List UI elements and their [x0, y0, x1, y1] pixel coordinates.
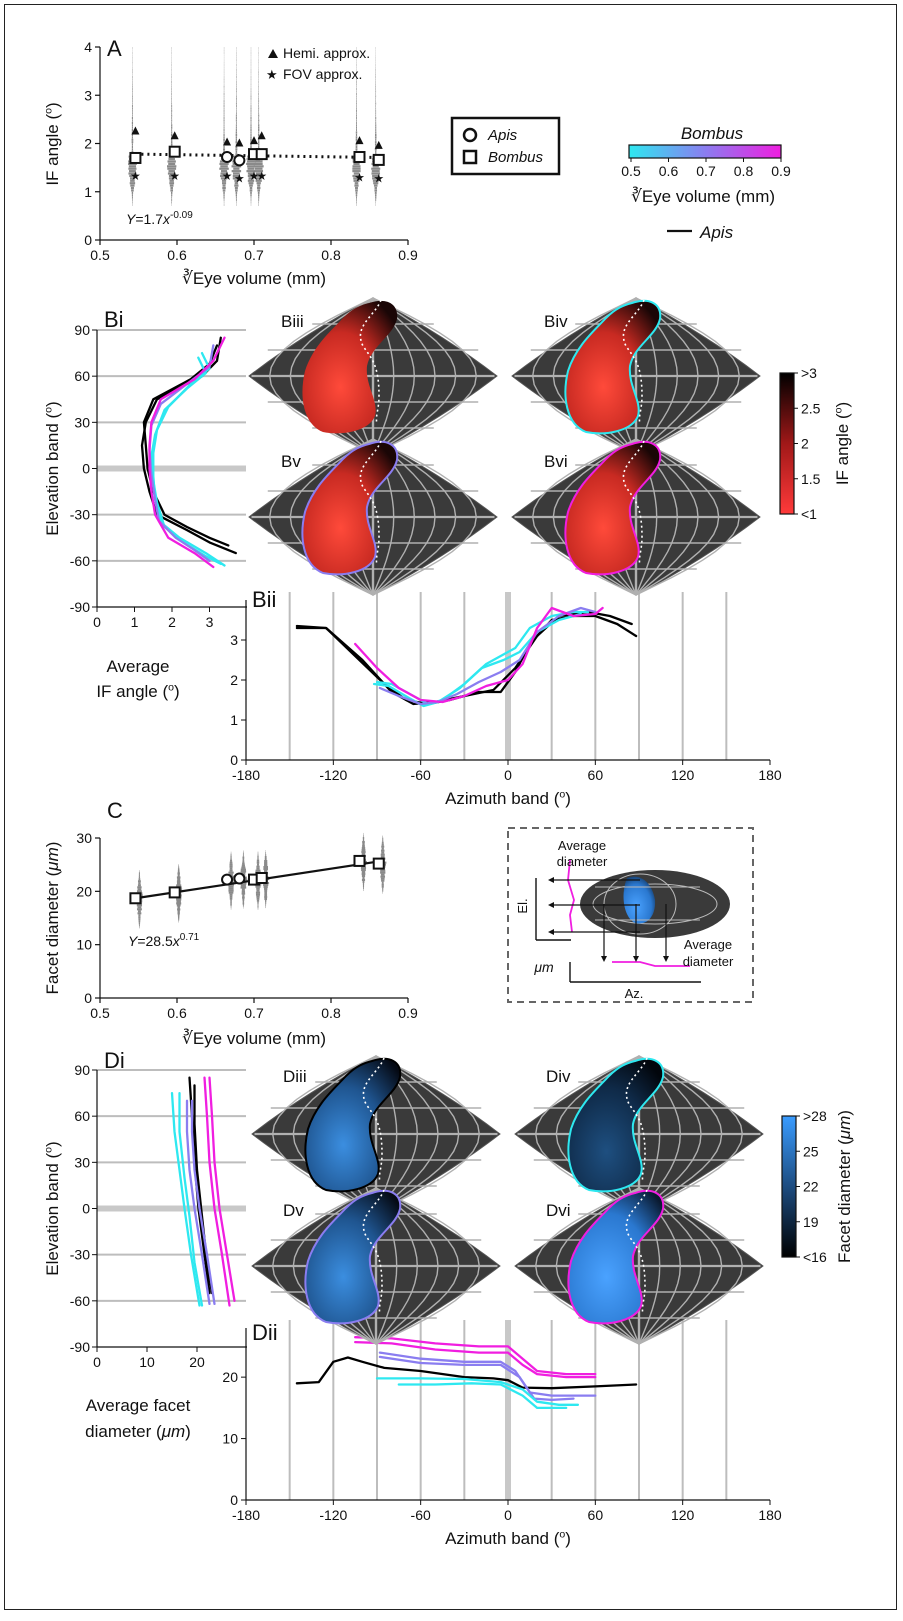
figure-border	[4, 4, 897, 1610]
